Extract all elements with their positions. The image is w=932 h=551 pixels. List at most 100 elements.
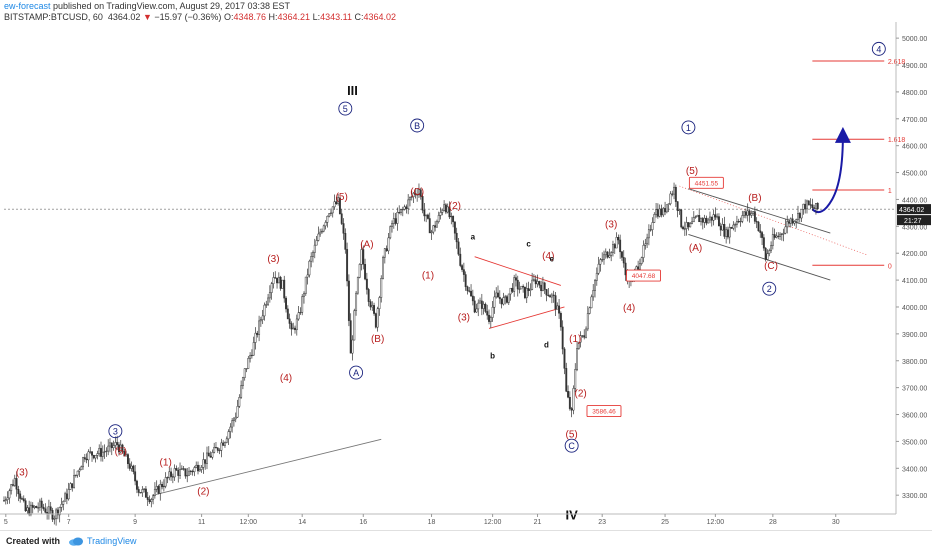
candle-down: [15, 478, 18, 490]
wave-label-blue: A: [353, 368, 359, 378]
candle-up: [638, 263, 641, 270]
candle-up: [53, 518, 56, 520]
candle-up: [700, 218, 702, 223]
price-tick-label: 4000.00: [902, 305, 927, 312]
tradingview-brand[interactable]: TradingView: [87, 536, 137, 546]
triangle-wave-label: e: [550, 254, 555, 263]
candle-up: [780, 233, 783, 235]
candle-up: [328, 213, 331, 217]
candle-up: [493, 296, 496, 308]
price-tick-label: 4700.00: [902, 117, 927, 124]
open-label: O:: [223, 12, 234, 22]
candle-up: [815, 203, 817, 209]
candle-down: [12, 484, 14, 486]
candle-up: [603, 254, 605, 260]
candle-up: [252, 342, 255, 356]
candle-up: [640, 257, 643, 264]
fib-level-label: 1: [888, 188, 892, 195]
candle-down: [367, 289, 370, 302]
candle-up: [265, 303, 268, 306]
candle-up: [752, 211, 755, 214]
price-axis[interactable]: 5000.00 4900.00 4800.00 4700.00 4600.00 4500.…: [895, 22, 931, 514]
author-link[interactable]: ew-forecast: [4, 1, 51, 11]
candle-up: [694, 216, 697, 218]
candle-up: [306, 274, 309, 278]
wave-label-red: (B): [371, 334, 384, 345]
channel-upper-line: [688, 188, 831, 234]
candle-up: [150, 499, 153, 503]
wave-label-blue: 1: [686, 123, 691, 133]
candle-up: [241, 377, 244, 386]
candle-down: [748, 210, 751, 216]
candle-up: [380, 278, 383, 298]
candle-up: [67, 489, 70, 500]
candle-up: [76, 470, 79, 476]
candle-down: [274, 277, 277, 279]
candle-up: [378, 297, 381, 310]
candle-up: [579, 335, 582, 343]
candle-down: [364, 264, 367, 280]
time-tick-label: 9: [133, 519, 137, 526]
candle-down: [498, 296, 501, 300]
candle-down: [161, 484, 164, 488]
price-tick-label: 3400.00: [902, 466, 927, 473]
candle-down: [701, 218, 704, 223]
candle-down: [540, 284, 543, 291]
candle-up: [227, 431, 230, 440]
symbol-name: BITSTAMP:BTCUSD, 60: [4, 12, 103, 22]
candle-up: [692, 217, 695, 223]
candle-up: [520, 285, 523, 290]
candle-up: [529, 289, 532, 291]
candle-up: [401, 209, 404, 211]
candle-down: [444, 204, 447, 213]
wave-circle: [108, 424, 123, 439]
wave-label-red: (4): [623, 303, 635, 314]
candle-up: [743, 211, 746, 216]
candle-down: [719, 225, 722, 231]
price-tick-label: 3300.00: [902, 493, 927, 500]
candle-up: [259, 319, 262, 322]
candle-down: [682, 226, 684, 230]
triangle-lower-line: [488, 306, 565, 329]
candle-down: [448, 206, 451, 218]
time-axis[interactable]: 5 7 9 11 12:00 14 16 18 12:00 21 23 25 12:00 28 30: [0, 513, 896, 526]
candle-up: [358, 264, 361, 278]
candle-down: [637, 266, 640, 270]
candle-down: [414, 193, 417, 195]
candle-up: [703, 217, 706, 223]
candle-up: [673, 186, 675, 195]
candle-up: [112, 445, 115, 449]
candle-down: [116, 442, 119, 445]
candle-up: [58, 507, 61, 516]
wave-circle: [681, 120, 696, 135]
wave-label-red: (C): [764, 261, 778, 272]
candle-down: [527, 288, 530, 291]
candle-up: [403, 206, 406, 210]
candle-up: [33, 506, 36, 508]
candle-up: [392, 218, 395, 224]
close-value: 4364.02: [363, 12, 397, 22]
candle-up: [107, 445, 110, 452]
countdown-label: 21:27: [904, 218, 922, 225]
candle-down: [184, 468, 187, 477]
candle-up: [389, 226, 392, 239]
time-tick-label: 14: [298, 519, 306, 526]
last-price-box: [897, 204, 931, 215]
candle-down: [462, 269, 465, 275]
candle-down: [373, 305, 376, 314]
candle-down: [166, 477, 169, 479]
symbol-line: BITSTAMP:BTCUSD, 60 4364.02 ▼ −15.97 (−0…: [4, 12, 604, 23]
candle-down: [484, 303, 487, 312]
candle-down: [457, 241, 460, 255]
candle-up: [125, 454, 128, 457]
time-tick-label: 21: [534, 519, 542, 526]
wave-label-red: (5): [336, 192, 348, 203]
candle-down: [362, 249, 365, 265]
candle-up: [649, 229, 652, 231]
candle-down: [121, 444, 124, 452]
candle-down: [123, 451, 126, 457]
candle-down: [385, 248, 388, 252]
candle-down: [687, 222, 690, 228]
candle-down: [434, 225, 437, 228]
price-chart[interactable]: 2.618 1.618 1 0 (3) (5) (1) (2) (4) (3) (5) (A) (B)…: [0, 0, 932, 530]
